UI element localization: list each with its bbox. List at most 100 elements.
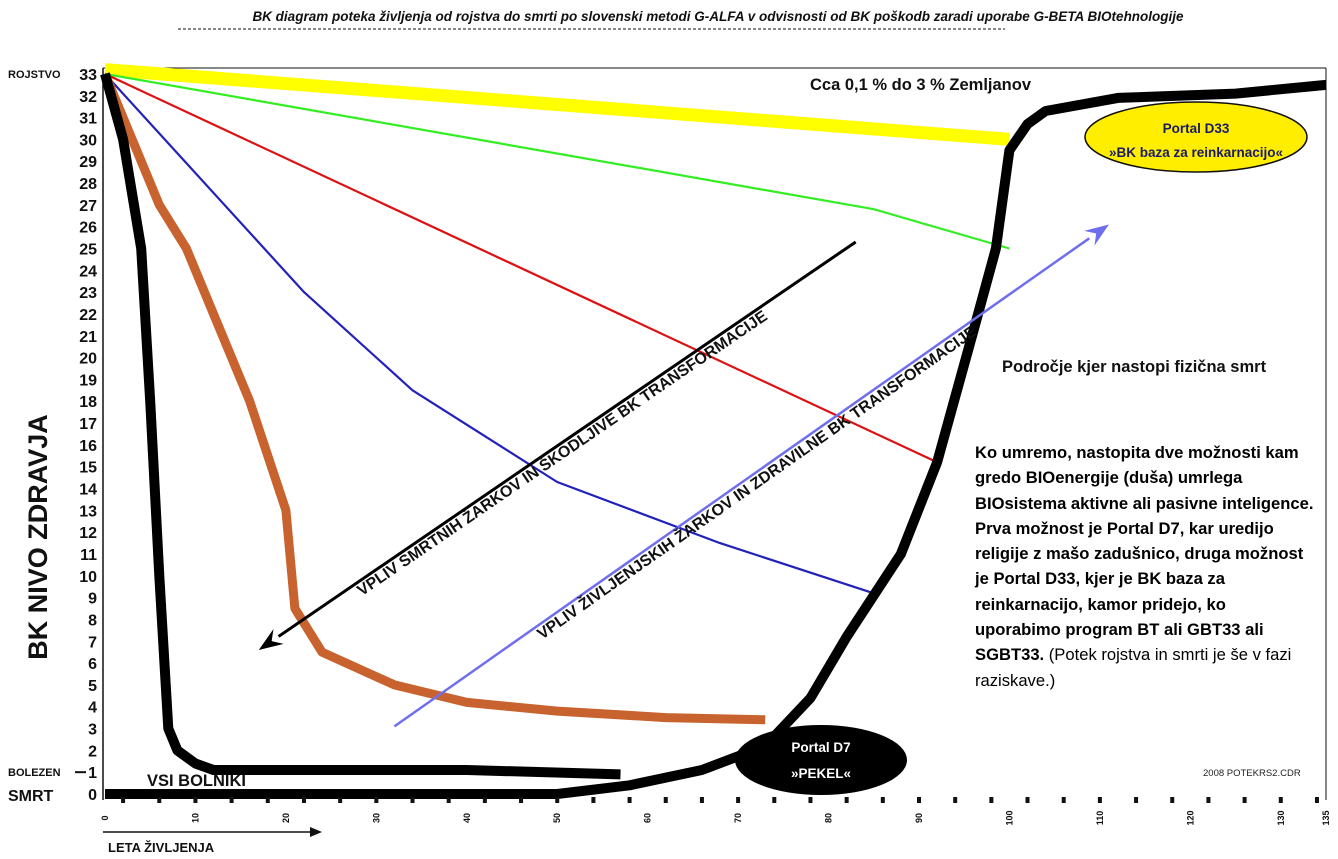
death-return-curve-line [105, 79, 1327, 799]
x-minor-tick [1278, 797, 1283, 803]
x-minor-tick [591, 797, 596, 803]
y-tick-label: 2 [88, 743, 97, 760]
y-tick-label: 9 [88, 591, 97, 608]
y-tick-label: 16 [79, 438, 97, 455]
healing-rays-arrow-label: VPLIV ŽIVLJENJSKIH ŽARKOV IN ZDRAVILNE B… [533, 322, 980, 644]
x-minor-tick [193, 797, 198, 803]
y-tick-label: 15 [79, 460, 97, 477]
portal-d7-shape [735, 725, 907, 795]
blue-line [104, 73, 875, 595]
y-tick-label: 29 [79, 154, 97, 171]
yellow-band-line [104, 63, 1010, 146]
x-minor-tick [482, 797, 487, 803]
file-reference: 2008 POTEKRS2.CDR [1203, 768, 1301, 779]
y-axis-title: BK NIVO ZDRAVJA [23, 414, 53, 660]
y-tick-label: 25 [79, 242, 97, 259]
portal-d7-title: Portal D7 [791, 740, 850, 755]
y-tick-label: 10 [79, 569, 97, 586]
x-minor-tick [1134, 797, 1139, 803]
y-tick-labels: 0123456789101112131415161718192021222324… [79, 67, 97, 804]
y-side-label: ROJSTVO [8, 69, 61, 81]
explanation-text: Ko umremo, nastopita dve možnosti kam gr… [975, 440, 1315, 693]
x-minor-tick [410, 797, 415, 803]
y-tick-label: 31 [79, 111, 97, 128]
x-minor-tick [1097, 797, 1102, 803]
y-tick-label: 18 [79, 394, 97, 411]
x-tick-label: 110 [1095, 811, 1105, 826]
y-tick-label: 30 [79, 132, 97, 149]
portal-d33-title: Portal D33 [1163, 121, 1230, 136]
y-tick-label: 22 [79, 307, 97, 324]
x-tick-label: 40 [462, 813, 472, 823]
x-tick-label: 60 [643, 813, 653, 823]
x-tick-label: 70 [733, 813, 743, 823]
portal-d7: Portal D7 »PEKEL« [735, 725, 907, 795]
x-minor-tick [1242, 797, 1247, 803]
illness-curve-line [100, 72, 621, 780]
x-tick-label: 50 [552, 813, 562, 823]
red-line [104, 72, 938, 464]
x-minor-tick [917, 797, 921, 803]
x-minor-tick [1061, 797, 1066, 803]
explanation-normal: (Potek rojstva in smrti je še v fazi raz… [975, 645, 1292, 690]
y-tick-label: 3 [88, 722, 97, 739]
y-tick-label: 8 [88, 612, 97, 629]
y-side-label: BOLEZEN [8, 767, 61, 779]
x-tick-label: 100 [1004, 810, 1014, 825]
y-tick-label: 7 [88, 634, 97, 651]
x-tick-label: 10 [190, 813, 200, 823]
x-minor-tick [663, 797, 668, 803]
y-tick-label: 13 [79, 503, 97, 520]
y-tick-label: 0 [88, 787, 97, 804]
y-side-label: SMRT [8, 788, 54, 805]
x-minor-tick [808, 797, 813, 803]
x-minor-tick [374, 797, 379, 803]
x-minor-tick [265, 797, 270, 803]
x-tick-label: 90 [914, 813, 924, 823]
x-minor-tick [1206, 797, 1211, 803]
x-tick-label: 30 [371, 813, 381, 823]
y-tick-label: 26 [79, 220, 97, 237]
orange-curve-line [100, 72, 766, 725]
y-tick-label: 32 [79, 89, 97, 106]
healing-rays-arrow-head [1084, 224, 1109, 246]
harmful-rays-arrow: VPLIV SMRTNIH ŽARKOV IN ŠKODLJIVE BK TRA… [258, 240, 857, 650]
x-tick-label: 0 [100, 815, 110, 820]
y-side-labels: ROJSTVO BOLEZEN SMRT [8, 69, 86, 805]
y-tick-label: 17 [79, 416, 97, 433]
x-minor-tick [699, 797, 704, 803]
x-tick-label: 135 [1321, 810, 1331, 825]
chart-title: BK diagram poteka življenja od rojstva d… [252, 9, 1184, 24]
y-tick-label: 21 [79, 329, 97, 346]
x-tick-label: 80 [824, 813, 834, 823]
earth-share-note: Cca 0,1 % do 3 % Zemljanov [810, 76, 1032, 94]
y-tick-label: 4 [88, 700, 97, 717]
x-minor-tick [229, 797, 234, 803]
x-minor-tick [953, 797, 958, 803]
y-tick-label: 6 [88, 656, 97, 673]
x-minor-tick [989, 797, 994, 803]
harmful-rays-arrow-shaft [277, 240, 857, 638]
x-tick-label: 120 [1185, 810, 1195, 825]
y-tick-label: 27 [79, 198, 97, 215]
x-tick-label: 20 [281, 813, 291, 823]
y-tick-label: 19 [79, 372, 97, 389]
portal-d7-subtitle: »PEKEL« [791, 766, 851, 781]
x-minor-tick [157, 797, 162, 803]
x-minor-tick [446, 797, 451, 803]
healing-rays-arrow-shaft [393, 237, 1091, 728]
x-minor-tick [338, 797, 343, 803]
all-patients-label: VSI BOLNIKI [147, 772, 246, 790]
portal-d33-subtitle: »BK baza za reinkarnacijo« [1109, 145, 1283, 160]
y-tick-label: 12 [79, 525, 97, 542]
x-minor-tick [844, 797, 849, 803]
x-minor-tick [736, 797, 741, 803]
y-tick-label: 24 [79, 263, 97, 280]
x-minor-tick [121, 797, 126, 803]
x-minor-tick [1025, 797, 1030, 803]
y-tick-label: 1 [88, 765, 97, 782]
x-tick-label: 130 [1276, 810, 1286, 825]
x-minor-tick [1314, 797, 1319, 803]
x-minor-tick [555, 797, 560, 803]
